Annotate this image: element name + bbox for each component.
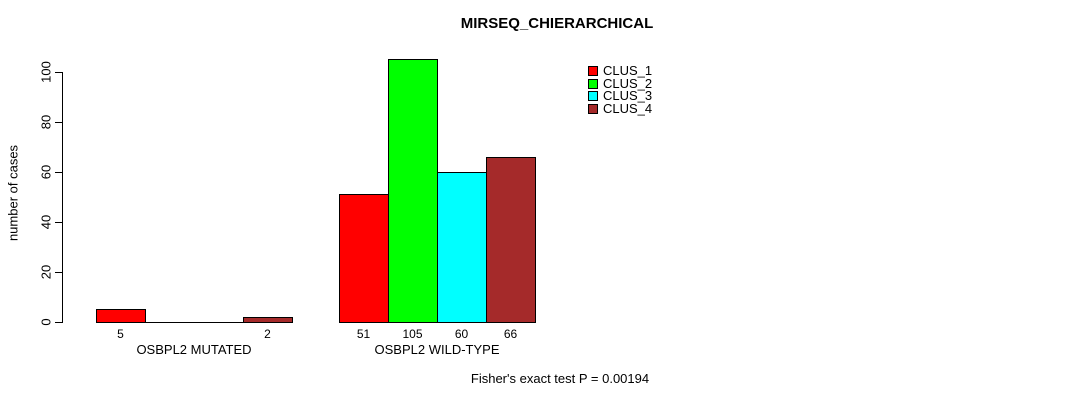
y-tick-label: 0 bbox=[38, 318, 54, 326]
group-baseline bbox=[96, 322, 293, 323]
bar-value-label: 5 bbox=[117, 327, 124, 341]
bar-clus_4-mutated bbox=[243, 317, 293, 323]
bar-clus_3-wild-type bbox=[437, 172, 487, 323]
y-axis-line bbox=[62, 72, 63, 323]
legend-label: CLUS_1 bbox=[603, 63, 653, 79]
bar-clus_1-mutated bbox=[96, 309, 146, 323]
y-tick bbox=[55, 72, 62, 73]
legend-swatch-icon bbox=[588, 91, 598, 102]
legend-item-clus_3: CLUS_3 bbox=[588, 88, 653, 104]
bar-clus_4-wild-type bbox=[486, 157, 536, 323]
y-tick bbox=[55, 322, 62, 323]
legend-swatch-icon bbox=[588, 78, 598, 89]
legend: CLUS_1 CLUS_2 CLUS_3 CLUS_4 bbox=[588, 63, 653, 116]
y-tick-label: 20 bbox=[38, 264, 54, 280]
legend-item-clus_4: CLUS_4 bbox=[588, 100, 653, 116]
y-tick bbox=[55, 172, 62, 173]
y-tick-label: 40 bbox=[38, 214, 54, 230]
bar-clus_1-wild-type bbox=[339, 194, 389, 323]
y-tick-label: 100 bbox=[38, 61, 54, 83]
y-tick bbox=[55, 222, 62, 223]
x-category-label: OSBPL2 WILD-TYPE bbox=[374, 342, 500, 357]
y-tick-label: 60 bbox=[38, 164, 54, 180]
y-tick-label: 80 bbox=[38, 114, 54, 130]
y-axis-label: number of cases bbox=[5, 144, 21, 242]
bar-value-label: 105 bbox=[402, 327, 423, 341]
annotation-fisher-test: Fisher's exact test P = 0.00194 bbox=[470, 371, 650, 386]
legend-label: CLUS_2 bbox=[603, 75, 653, 91]
y-tick bbox=[55, 122, 62, 123]
legend-swatch-icon bbox=[588, 66, 598, 77]
bar-clus_2-wild-type bbox=[388, 59, 438, 323]
legend-label: CLUS_4 bbox=[603, 100, 653, 116]
y-tick bbox=[55, 272, 62, 273]
bar-value-label: 66 bbox=[503, 327, 518, 341]
bar-value-label: 60 bbox=[454, 327, 469, 341]
legend-swatch-icon bbox=[588, 103, 598, 114]
legend-item-clus_2: CLUS_2 bbox=[588, 75, 653, 91]
legend-item-clus_1: CLUS_1 bbox=[588, 63, 653, 79]
bar-value-label: 2 bbox=[264, 327, 271, 341]
chart-title: MIRSEQ_CHIERARCHICAL bbox=[460, 15, 654, 32]
bar-value-label: 51 bbox=[356, 327, 371, 341]
legend-label: CLUS_3 bbox=[603, 88, 653, 104]
x-category-label: OSBPL2 MUTATED bbox=[136, 342, 252, 357]
